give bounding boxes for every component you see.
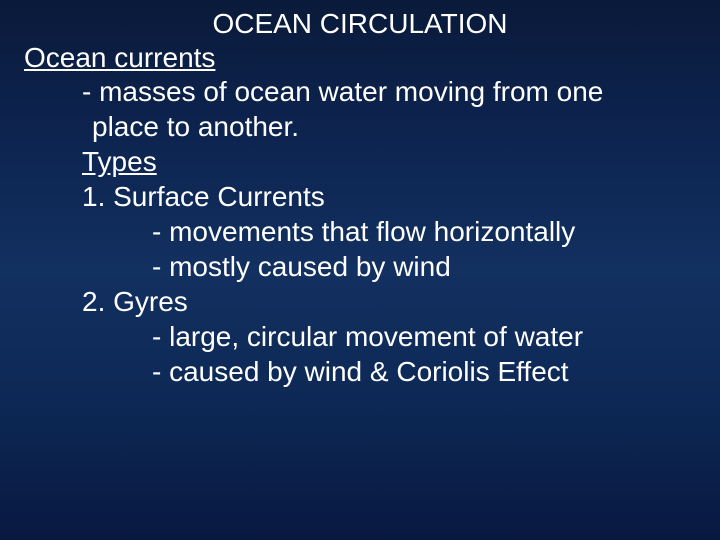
type-1-detail-b: - mostly caused by wind [152, 249, 708, 284]
slide-title: OCEAN CIRCULATION [152, 8, 568, 40]
definition-line-1: - masses of ocean water moving from one [82, 74, 708, 109]
type-2-title: 2. Gyres [82, 284, 708, 319]
type-2-detail-b: - caused by wind & Coriolis Effect [152, 354, 708, 389]
definition-line-2: place to another. [92, 109, 708, 144]
types-label: Types [82, 146, 157, 177]
type-1-detail-a: - movements that flow horizontally [152, 214, 708, 249]
type-1-title: 1. Surface Currents [82, 179, 708, 214]
type-2-detail-a: - large, circular movement of water [152, 319, 708, 354]
section-heading: Ocean currents [24, 42, 708, 74]
types-heading: Types [82, 144, 708, 179]
